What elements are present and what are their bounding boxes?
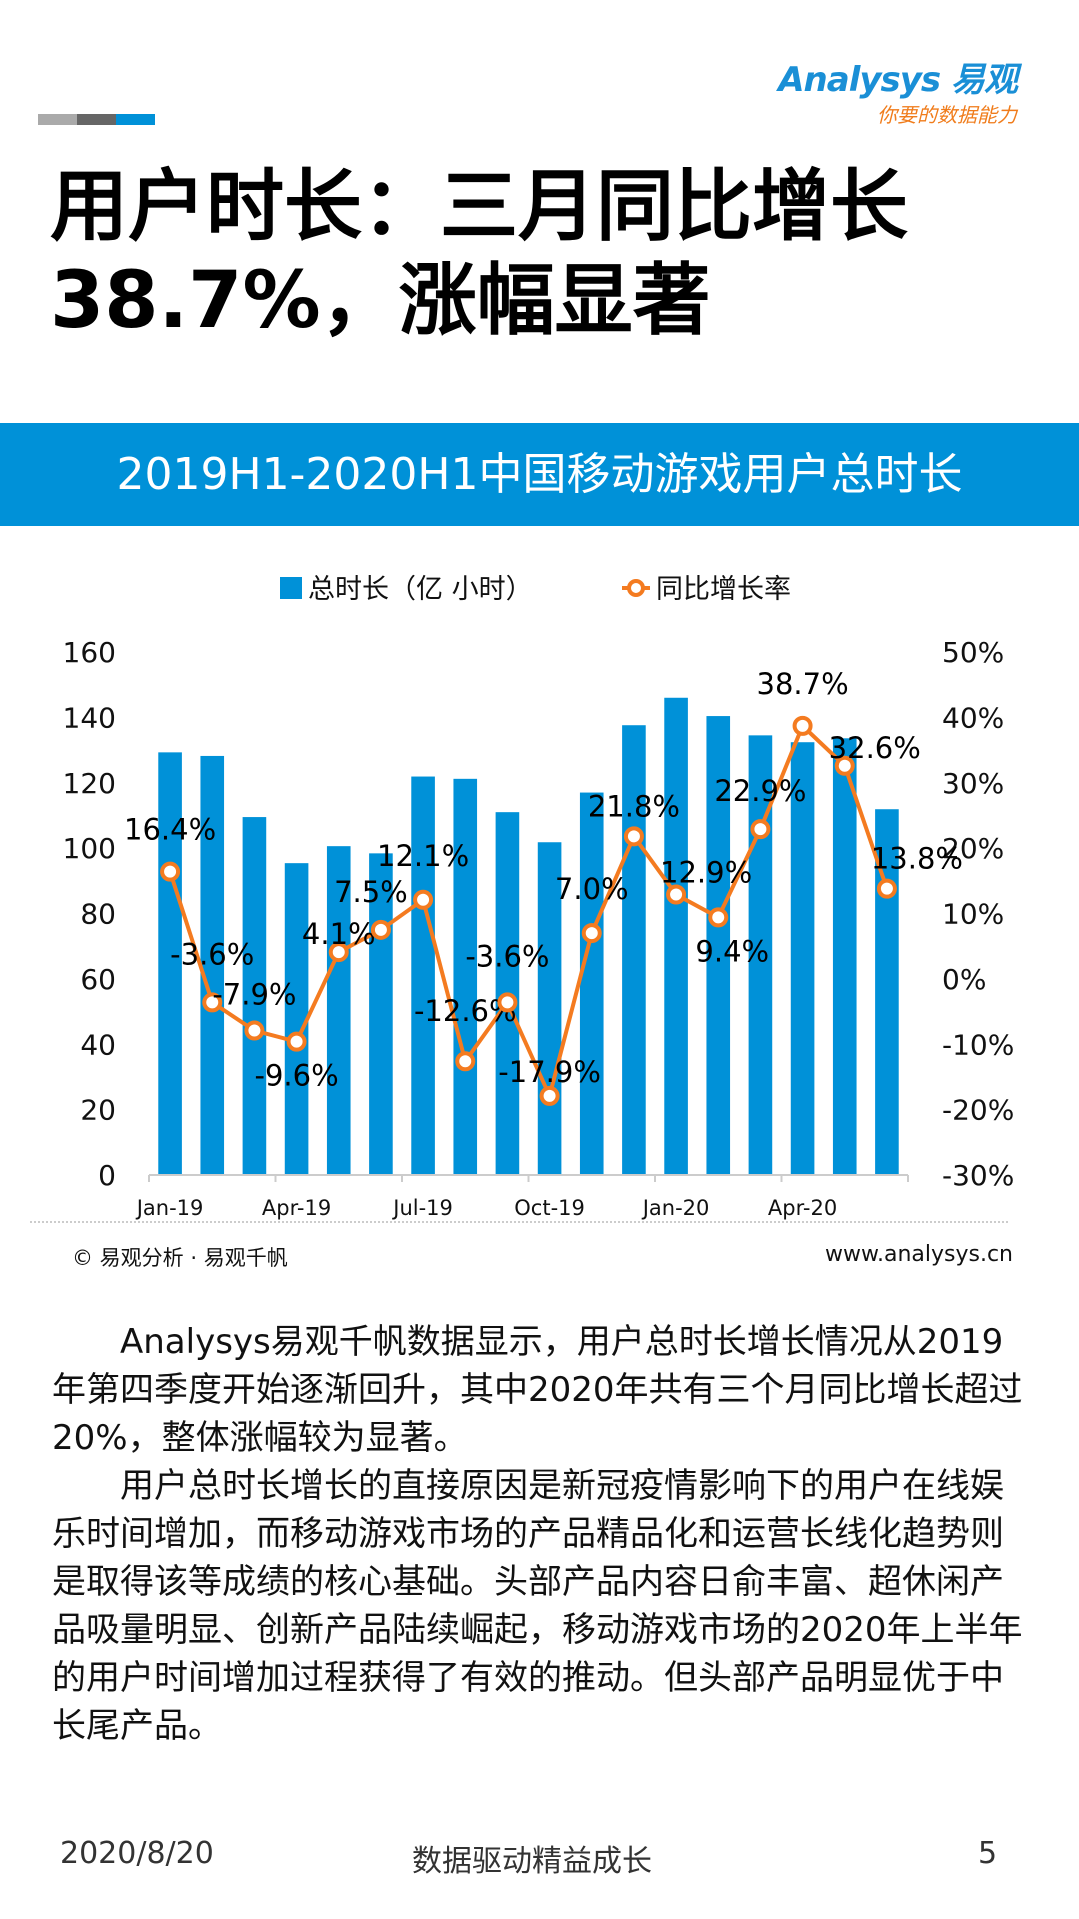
bar [790,742,815,1175]
bar [326,846,351,1175]
source-url: www.analysys.cn [825,1242,1013,1267]
left-axis-tick: 160 [63,636,116,669]
data-label: 21.8% [588,789,680,823]
legend-line-label: 同比增长率 [656,574,791,605]
growth-marker [876,878,897,899]
data-label: 7.5% [334,875,408,909]
data-label: 38.7% [757,667,849,701]
logo-brand: Analysys 易观 [778,60,1018,100]
chart-title-banner: 2019H1-2020H1中国移动游戏用户总时长 [0,423,1079,526]
left-axis-tick: 140 [63,701,116,734]
growth-marker [623,826,644,847]
data-label: 12.9% [660,856,752,890]
footer-slogan: 数据驱动精益成长 [412,1844,652,1879]
right-axis-tick: 50% [942,636,1004,669]
title-line-1: 用户时长：三月同比增长 [50,162,909,252]
chart: 总时长（亿 小时） 同比增长率 0 20 40 60 80 100 120 140 160 -30% -… [30,574,1014,1223]
source-note: © 易观分析 · 易观千帆 [72,1246,288,1270]
bar [875,809,899,1175]
right-axis-tick: -20% [942,1094,1014,1127]
data-label: 32.6% [829,731,921,765]
left-axis-tick: 80 [80,898,116,931]
legend-bar-label: 总时长（亿 小时） [308,574,533,605]
left-axis-tick: 60 [80,963,116,996]
data-label: 4.1% [302,917,376,951]
page-title: 用户时长：三月同比增长 38.7%，涨幅显著 [50,160,908,348]
growth-marker [244,1020,265,1041]
growth-marker [666,884,687,905]
data-label: -17.9% [498,1055,601,1089]
x-axis-tick: Apr-20 [768,1196,837,1220]
right-axis-tick: 40% [942,701,1004,734]
growth-marker [750,819,771,840]
growth-marker [497,992,518,1013]
bar [579,792,604,1175]
bar [832,738,857,1175]
right-axis-tick: -30% [942,1159,1014,1192]
logo-tagline: 你要的数据能力 [877,103,1017,127]
right-axis-tick: 0% [942,963,986,996]
growth-marker [160,861,181,882]
bar [242,817,267,1175]
growth-marker [792,715,813,736]
bar [453,778,478,1175]
bar [706,716,731,1175]
bar [411,776,435,1175]
paragraph-2: 用户总时长增长的直接原因是新冠疫情影响下的用户在线娱乐时间增加，而移动游戏市场的… [52,1466,1023,1746]
bar [158,752,182,1175]
growth-marker [834,755,855,776]
data-label: -3.6% [170,937,254,971]
left-axis-tick: 120 [63,767,116,800]
data-label: 12.1% [377,839,469,873]
growth-marker [370,919,391,940]
data-label: 16.4% [124,813,216,847]
left-axis-tick: 100 [63,832,116,865]
bar [200,755,225,1175]
data-label: 9.4% [695,934,769,968]
data-label: 13.8% [871,842,963,876]
paragraph-1: Analysys易观千帆数据显示，用户总时长增长情况从2019年第四季度开始逐渐… [52,1322,1023,1458]
growth-marker [413,889,434,910]
body-text: Analysys易观千帆数据显示，用户总时长增长情况从2019年第四季度开始逐渐… [52,1318,1032,1750]
data-label: -3.6% [465,939,549,973]
data-label: -7.9% [212,978,296,1012]
growth-marker [539,1085,560,1106]
page-number: 5 [978,1836,998,1871]
left-axis-tick: 40 [80,1028,116,1061]
legend-line-marker [627,579,645,597]
title-line-2: 38.7%，涨幅显著 [50,256,711,346]
growth-marker [455,1051,476,1072]
x-axis-tick: Jul-19 [391,1196,453,1220]
growth-marker [328,942,349,963]
growth-marker [708,907,729,928]
left-axis-tick: 0 [98,1159,116,1192]
right-axis-tick: 20% [942,832,1004,865]
decorative-bars [38,114,155,125]
growth-marker [581,923,602,944]
legend-bar-swatch [280,577,302,599]
footer-date: 2020/8/20 [60,1836,214,1871]
bar [284,863,309,1175]
growth-marker [286,1031,307,1052]
right-axis-tick: 10% [942,898,1004,931]
x-axis-tick: Oct-19 [514,1196,585,1220]
analysys-logo: Analysys 易观 你要的数据能力 [778,52,1018,128]
right-axis-tick: 30% [942,767,1004,800]
bar [664,697,688,1175]
data-label: 22.9% [714,774,806,808]
x-axis-tick: Jan-20 [641,1196,710,1220]
data-label: -9.6% [255,1059,339,1093]
x-axis-tick: Apr-19 [262,1196,331,1220]
left-axis-tick: 20 [80,1094,116,1127]
x-axis-tick: Jan-19 [135,1196,204,1220]
growth-marker [202,992,223,1013]
data-label: 7.0% [555,872,629,906]
right-axis-tick: -10% [942,1028,1014,1061]
